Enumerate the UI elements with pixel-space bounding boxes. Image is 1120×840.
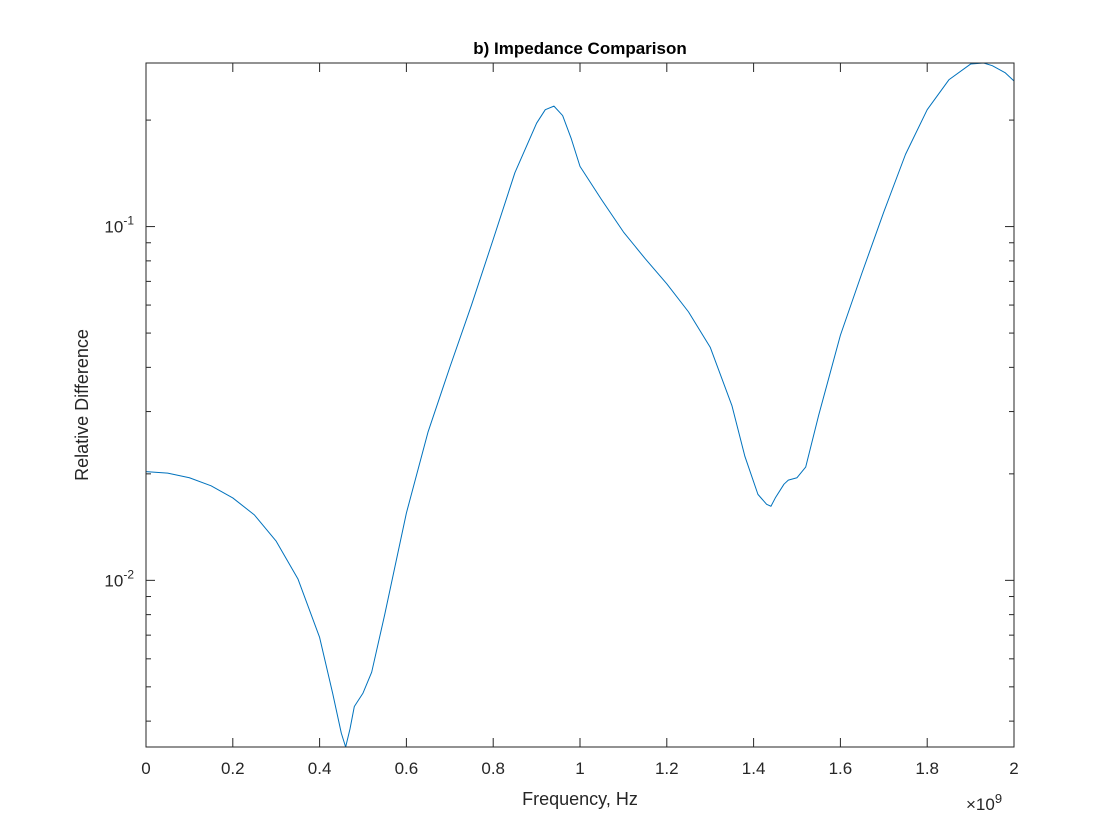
x-tick-label: 0.6 (395, 759, 419, 778)
x-axis: 0 0.2 0.4 0.6 0.8 1 1.2 1.4 1.6 1.8 2 (141, 63, 1019, 778)
x-tick-label: 1.4 (742, 759, 766, 778)
y-tick-exponent: -2 (123, 567, 134, 581)
x-tick-label: 2 (1009, 759, 1018, 778)
x-exponent: ×109 (966, 791, 1002, 814)
x-exponent-base: ×10 (966, 795, 995, 814)
x-tick-label: 1.2 (655, 759, 679, 778)
axes-background (146, 63, 1014, 747)
x-axis-label: Frequency, Hz (522, 789, 638, 809)
y-axis-label: Relative Difference (72, 329, 92, 481)
y-tick-base: 10 (104, 571, 123, 590)
series-layer (145, 62, 1015, 748)
y-tick-base: 10 (104, 218, 123, 237)
x-tick-label: 1 (575, 759, 584, 778)
x-tick-label: 1.6 (829, 759, 853, 778)
y-tick-label: 10-2 (104, 567, 134, 590)
plot-area: 0 0.2 0.4 0.6 0.8 1 1.2 1.4 1.6 1.8 2 10-210-1 (104, 62, 1019, 778)
y-axis: 10-210-1 (104, 119, 1014, 722)
x-tick-label: 0 (141, 759, 150, 778)
chart-title: b) Impedance Comparison (473, 39, 686, 58)
y-tick-label: 10-1 (104, 214, 134, 237)
x-exponent-power: 9 (995, 791, 1002, 806)
series-line-0 (145, 62, 1015, 748)
x-tick-label: 0.2 (221, 759, 245, 778)
y-tick-exponent: -1 (123, 214, 134, 228)
x-tick-label: 0.4 (308, 759, 332, 778)
x-tick-label: 1.8 (915, 759, 939, 778)
x-tick-label: 0.8 (481, 759, 505, 778)
